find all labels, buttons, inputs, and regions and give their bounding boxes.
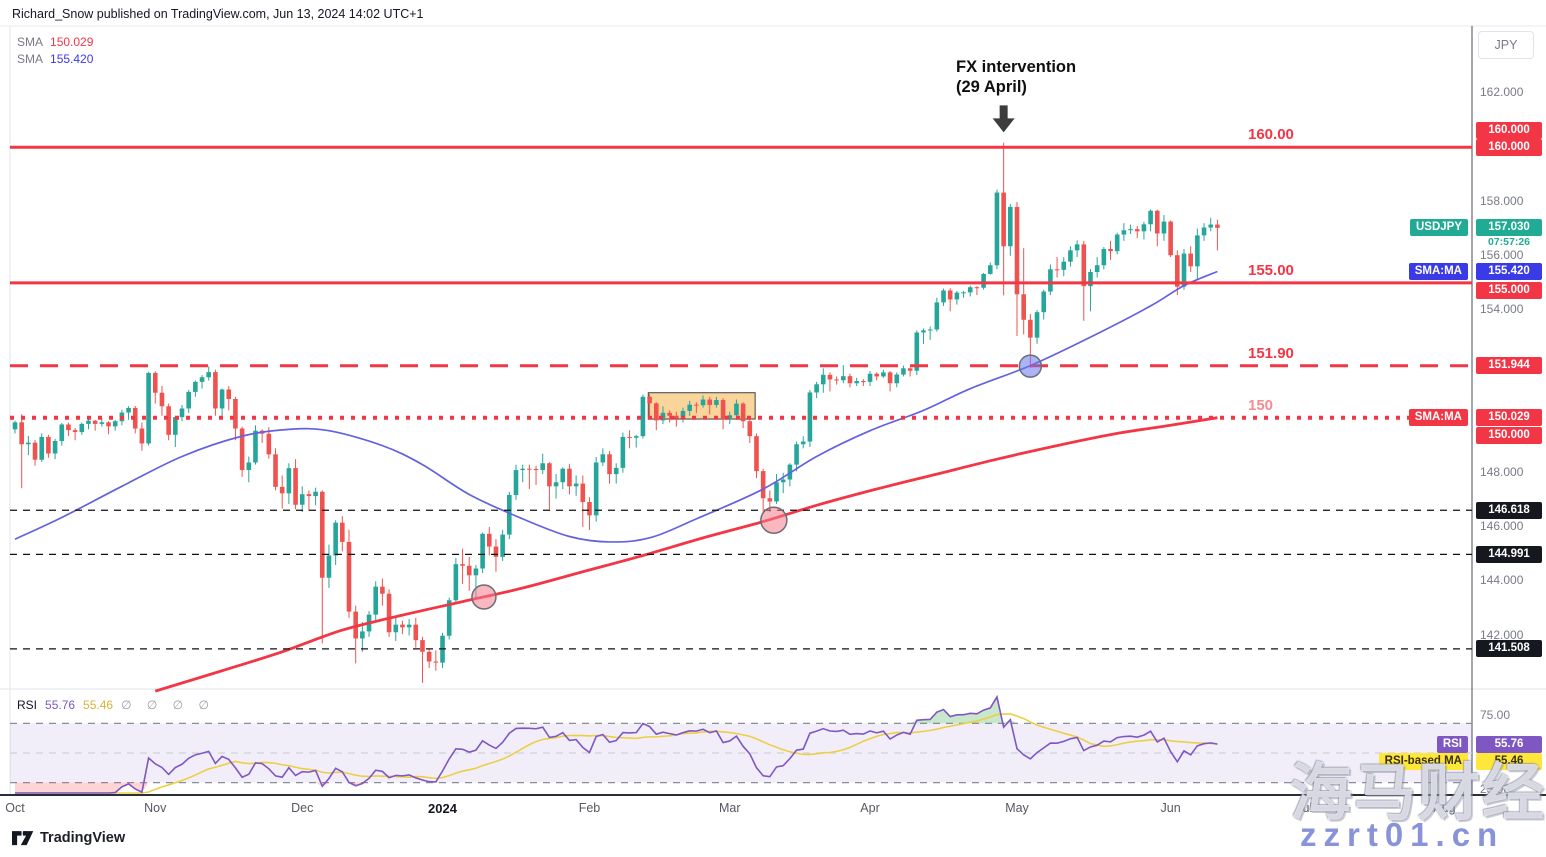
rsi-line [15, 694, 1218, 794]
price-tick-142.000: 142.000 [1480, 627, 1524, 642]
price-label-160.000: 160.000 [1476, 138, 1542, 156]
fx-intervention-arrow-icon [992, 105, 1015, 133]
price-label-155.000: 155.000 [1476, 282, 1542, 300]
series-label-rsi: RSI [1436, 735, 1468, 753]
price-tick-162.000: 162.000 [1480, 85, 1524, 99]
level-label-155.00: 155.00 [1248, 261, 1294, 279]
price-tick-148.000: 148.000 [1480, 464, 1524, 479]
price-label-55.76: 55.76 [1476, 735, 1542, 753]
time-tick-Jun: Jun [1160, 801, 1181, 815]
price-label-151.944: 151.944 [1476, 357, 1542, 375]
tradingview-logo-icon [12, 830, 34, 845]
price-label-150.000: 150.000 [1476, 427, 1542, 444]
time-tick-Nov: Nov [144, 801, 167, 815]
publish-caption: Richard_Snow published on TradingView.co… [12, 7, 424, 21]
sma2-label: SMA [17, 52, 44, 66]
watermark-cjk: 海马财经 [1290, 759, 1546, 828]
price-label-141.508: 141.508 [1476, 640, 1542, 658]
time-tick-Aug: Aug [1433, 801, 1456, 815]
sma-legend-row-2: SMA 155.420 [17, 51, 100, 68]
rsi-legend-value: 55.76 [45, 698, 76, 712]
fx-intervention-annotation: FX intervention (29 April) [956, 57, 1076, 97]
highlight-circle-2 [760, 506, 788, 534]
price-tick-146.000: 146.000 [1480, 519, 1524, 533]
sma1-value: 150.029 [50, 35, 94, 49]
rsi-ma-line [15, 713, 1218, 794]
rsi-tick-75.00: 75.00 [1480, 708, 1511, 722]
price-label-155.420: 155.420 [1476, 262, 1542, 280]
rsi-legend: RSI 55.76 55.46 ∅ ∅ ∅ ∅ [17, 698, 223, 712]
sma-legend: SMA 150.029 SMA 155.420 [17, 34, 100, 68]
rsi-ma-legend-value: 55.46 [83, 698, 114, 712]
price-label-144.991: 144.991 [1476, 545, 1542, 563]
time-tick-2024: 2024 [428, 801, 457, 816]
series-label-sma-ma: SMA:MA [1408, 262, 1468, 280]
series-label-usdjpy: USDJPY [1409, 219, 1468, 237]
level-label-150: 150 [1248, 396, 1274, 414]
price-label-150.029: 150.029 [1476, 409, 1542, 427]
series-label-sma-ma: SMA:MA [1408, 409, 1468, 427]
price-label-146.618: 146.618 [1476, 501, 1542, 519]
time-tick-Feb: Feb [578, 801, 601, 815]
fx-intervention-line2: (29 April) [956, 78, 1027, 96]
price-label-160.000: 160.000 [1476, 121, 1542, 139]
level-label-160.00: 160.00 [1248, 126, 1294, 144]
watermark-url: zzrt01.cn [1300, 816, 1505, 853]
countdown-timer: 07:57:26 [1476, 236, 1542, 251]
series-label-rsi-based-ma: RSI-based MA [1378, 753, 1468, 771]
sma-red-line [154, 416, 1218, 693]
highlight-circle-3 [1018, 354, 1043, 378]
rsi-oversold-fill [15, 782, 1218, 793]
level-label-151.90: 151.90 [1248, 344, 1294, 362]
price-tick-144.000: 144.000 [1480, 573, 1524, 588]
candlestick-series [12, 142, 1220, 683]
time-tick-Dec: Dec [291, 801, 314, 815]
sma1-label: SMA [17, 35, 44, 49]
time-tick-Mar: Mar [718, 801, 741, 815]
time-tick-Apr: Apr [860, 801, 880, 815]
price-label-157.030: 157.030 07:57:26 [1476, 219, 1542, 251]
time-tick-Jul: Jul [1296, 801, 1313, 815]
time-tick-May: May [1005, 801, 1029, 815]
footer: TradingView [12, 830, 125, 846]
fx-intervention-line1: FX intervention [956, 58, 1077, 76]
tradingview-brand-link[interactable]: TradingView [40, 830, 126, 846]
time-tick-Oct: Oct [5, 801, 25, 815]
highlight-circle-1 [471, 584, 497, 610]
price-tick-154.000: 154.000 [1480, 302, 1524, 316]
price-tick-156.000: 156.000 [1480, 247, 1524, 262]
price-label-55.46: 55.46 [1476, 753, 1542, 771]
rsi-tick-25.00: 25.00 [1480, 782, 1511, 796]
sma-legend-row-1: SMA 150.029 [17, 34, 100, 51]
rsi-legend-empty-values: ∅ ∅ ∅ ∅ [121, 698, 215, 712]
sma2-value: 155.420 [50, 52, 94, 66]
currency-unit-button[interactable]: JPY [1478, 31, 1534, 59]
rsi-legend-label: RSI [17, 698, 38, 712]
price-tick-158.000: 158.000 [1480, 193, 1524, 208]
